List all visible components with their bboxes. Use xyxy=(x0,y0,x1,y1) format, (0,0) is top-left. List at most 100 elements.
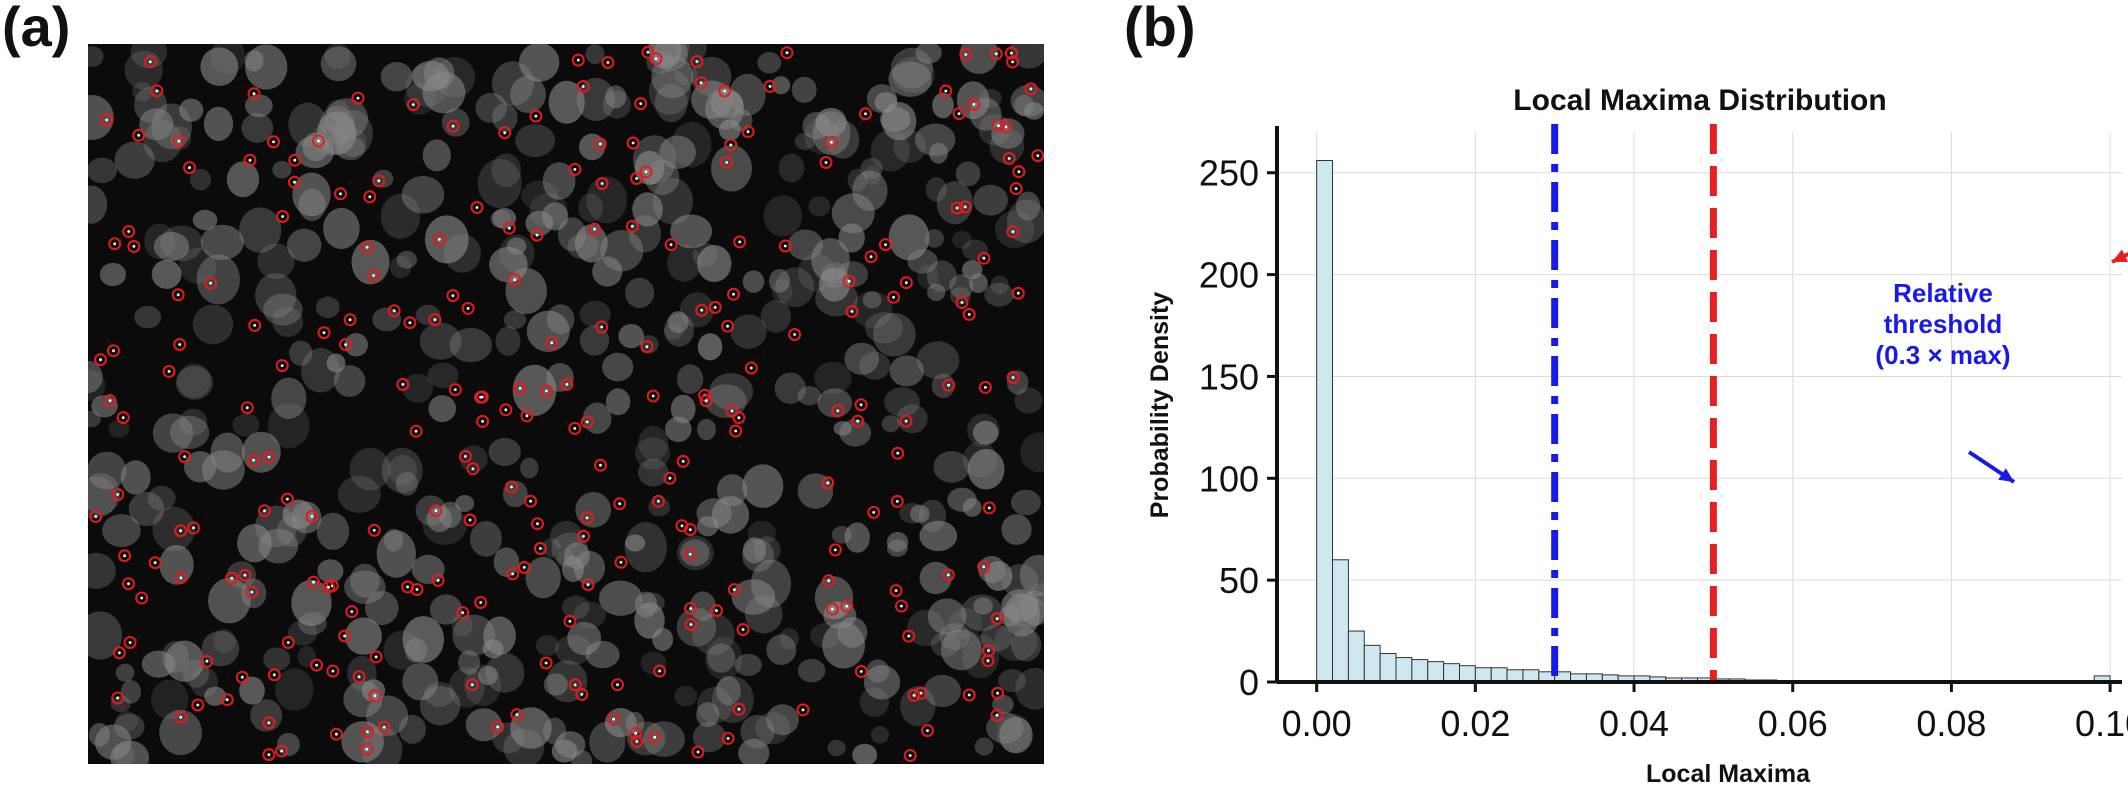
cell-blob xyxy=(492,722,525,754)
cell-blob xyxy=(535,635,559,656)
local-maximum-marker xyxy=(626,136,640,150)
local-maximum-marker xyxy=(276,210,290,223)
cell-blob xyxy=(744,595,783,634)
local-maximum-marker xyxy=(1006,55,1020,69)
local-maximum-marker xyxy=(372,174,386,188)
cell-blob xyxy=(638,425,669,461)
local-maximum-marker xyxy=(651,494,665,508)
x-tick-label: 0.02 xyxy=(1440,703,1510,744)
local-maximum-marker xyxy=(845,305,859,318)
local-maximum-marker xyxy=(183,161,196,175)
local-maximum-marker xyxy=(831,404,845,418)
local-maximum-marker xyxy=(531,517,544,531)
cell-blob xyxy=(88,369,106,402)
local-maximum-marker xyxy=(629,726,643,740)
cell-blob xyxy=(1010,628,1042,662)
local-maximum-marker xyxy=(103,394,117,408)
cell-blob xyxy=(697,686,733,724)
cell-blob xyxy=(226,561,256,589)
cell-blob xyxy=(179,408,208,436)
cell-blob xyxy=(579,325,610,356)
local-maximum-marker xyxy=(409,424,423,438)
annotation-arrowhead xyxy=(2112,249,2128,262)
local-maximum-marker xyxy=(539,656,553,670)
cell-blob xyxy=(192,304,234,345)
cell-blob xyxy=(482,639,504,659)
cell-blob xyxy=(711,145,752,192)
local-maximum-marker xyxy=(899,276,913,290)
local-maximum-marker xyxy=(1006,371,1020,384)
cell-blob xyxy=(102,514,141,548)
cell-blob xyxy=(742,537,767,564)
cell-blob xyxy=(573,601,606,629)
cell-blob xyxy=(860,157,883,179)
cell-blob xyxy=(464,664,502,707)
cell-blob xyxy=(179,98,204,122)
local-maximum-marker xyxy=(710,604,723,618)
local-maximum-marker xyxy=(446,119,460,133)
local-maximum-marker xyxy=(94,353,107,367)
annotation-text-line: Relative xyxy=(1893,278,1993,308)
cell-blob xyxy=(996,713,1031,753)
local-maximum-marker xyxy=(513,381,527,395)
cell-blob xyxy=(333,110,373,157)
local-maximum-marker xyxy=(942,378,956,392)
cell-blob xyxy=(108,420,130,438)
local-maximum-marker xyxy=(664,238,678,252)
cell-blob xyxy=(822,621,865,669)
cell-blob xyxy=(625,711,645,734)
cell-blob xyxy=(128,491,165,527)
cell-blob xyxy=(888,214,930,261)
local-maximum-marker xyxy=(978,380,992,394)
cell-blob xyxy=(730,314,767,349)
local-maximum-marker xyxy=(563,614,577,628)
local-maximum-marker xyxy=(446,289,460,303)
cell-blob xyxy=(134,305,162,329)
cell-blob xyxy=(602,90,631,119)
local-maximum-marker xyxy=(267,668,281,682)
local-maximum-marker xyxy=(461,301,475,315)
cell-blob xyxy=(929,142,948,164)
cell-blob xyxy=(892,56,935,93)
local-maximum-marker xyxy=(116,411,130,425)
cell-blob xyxy=(428,395,457,423)
local-maximum-marker xyxy=(363,190,377,204)
cell-blob xyxy=(208,577,251,624)
cell-blob xyxy=(241,578,267,609)
local-maximum-marker xyxy=(369,650,383,664)
local-maximum-marker xyxy=(732,702,746,716)
cell-blob xyxy=(115,663,135,682)
cell-blob xyxy=(88,476,117,519)
cell-blob xyxy=(775,267,815,308)
cell-blob xyxy=(760,300,792,333)
cell-blob xyxy=(771,76,791,95)
cell-blob xyxy=(239,676,265,705)
cell-blob xyxy=(1023,102,1044,120)
cell-blob xyxy=(488,437,521,466)
cell-blob xyxy=(289,340,313,366)
cell-blob xyxy=(955,161,981,186)
histogram-bar xyxy=(1332,559,1349,683)
cell-blob xyxy=(705,88,745,130)
cell-blob xyxy=(670,394,696,424)
local-maximum-marker xyxy=(999,120,1013,134)
bars-layer xyxy=(1316,160,2111,683)
local-maximum-marker xyxy=(721,731,735,745)
cell-blob xyxy=(930,631,960,658)
maxima-markers xyxy=(89,45,1044,762)
local-maximum-marker xyxy=(476,414,490,428)
x-tick-label: 0.10 xyxy=(2075,703,2128,744)
local-maximum-marker xyxy=(491,720,505,734)
local-maximum-marker xyxy=(247,87,261,101)
annotation-arrowhead xyxy=(1998,468,2014,482)
local-maximum-marker xyxy=(967,97,981,111)
cell-blob xyxy=(287,620,318,646)
local-maximum-marker xyxy=(403,316,417,330)
local-maximum-marker xyxy=(122,577,135,591)
histogram-bar xyxy=(1458,665,1476,683)
cell-blob xyxy=(263,647,291,671)
local-maximum-marker xyxy=(763,79,777,93)
cell-blob xyxy=(586,176,628,224)
axes-layer: 0 50 100 150 200 250 0.00 0.02 0.04 0.06 0.08 0.10 xyxy=(1199,126,2128,744)
